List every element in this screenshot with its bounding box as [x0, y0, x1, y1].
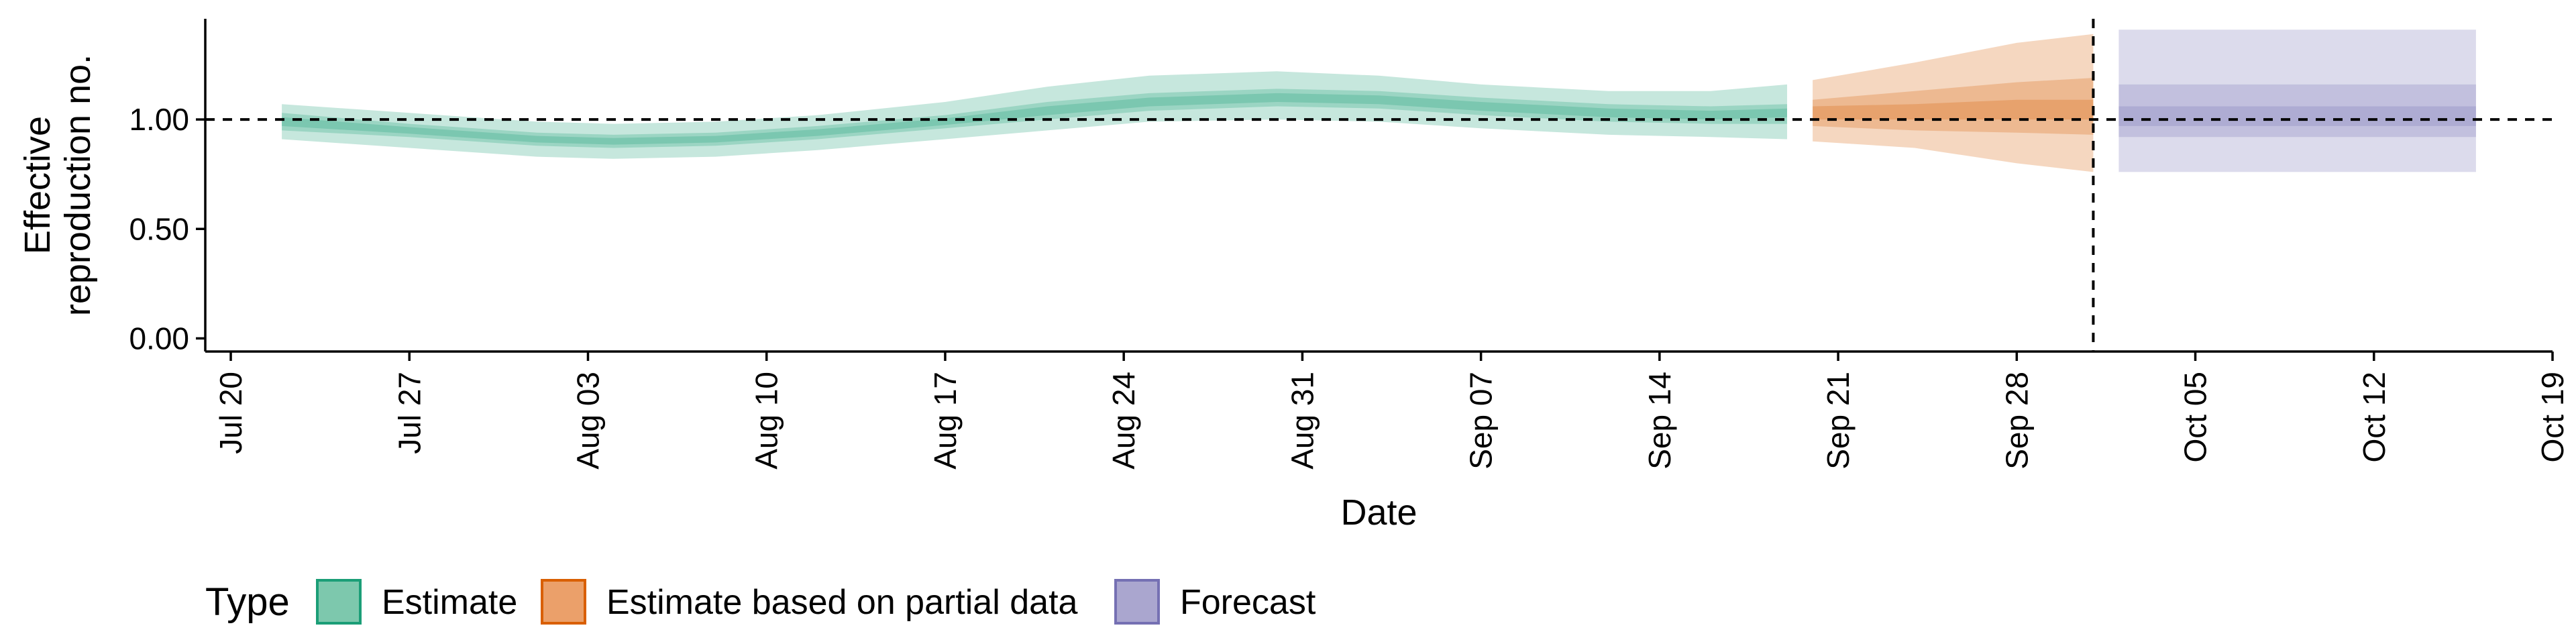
- series-2: [2118, 30, 2476, 172]
- ribbons-layer: [282, 30, 2476, 172]
- x-tick-label: Jul 20: [213, 372, 248, 454]
- x-tick-label: Aug 03: [570, 372, 605, 470]
- x-tick-label: Sep 28: [1999, 372, 2034, 470]
- reference-lines: [205, 19, 2553, 352]
- y-axis-title-line: Effective: [17, 116, 58, 254]
- legend-entry: Forecast: [1114, 579, 1316, 625]
- x-tick-label: Sep 14: [1642, 372, 1677, 470]
- legend-label: Forecast: [1180, 583, 1316, 622]
- series-0-band-90: [282, 71, 1787, 159]
- series-1-band-20: [1813, 99, 2094, 120]
- legend-key: [541, 579, 586, 625]
- x-tick-label: Oct 05: [2178, 372, 2213, 463]
- y-axis-title-line: reproduction no.: [58, 54, 98, 316]
- x-tick-label: Sep 07: [1464, 372, 1499, 470]
- x-tick-label: Jul 27: [392, 372, 427, 454]
- y-axis-title: Effectivereproduction no.: [17, 54, 98, 316]
- x-tick-label: Oct 12: [2357, 372, 2392, 463]
- x-tick-label: Aug 31: [1285, 372, 1320, 470]
- x-tick-label: Aug 10: [749, 372, 784, 470]
- x-tick-label: Aug 24: [1106, 372, 1141, 470]
- y-tick-label: 0.50: [129, 211, 189, 246]
- series-0-band-20: [282, 93, 1787, 145]
- series-2-band-50: [2118, 84, 2476, 138]
- legend-label: Estimate: [382, 583, 517, 622]
- axes-layer: 0.00 0.50 1.00 Jul 20 Jul 27 Aug 03 Aug 10 Aug …: [17, 19, 2570, 533]
- series-0: [282, 71, 1787, 159]
- x-tick-label: Aug 17: [928, 372, 963, 470]
- x-axis-title: Date: [1340, 492, 1417, 533]
- series-2-band-90: [2118, 30, 2476, 172]
- legend: Type Estimate Estimate based on partial da…: [205, 579, 1316, 625]
- legend-label: Estimate based on partial data: [606, 583, 1078, 622]
- legend-key: [316, 579, 362, 625]
- legend-title: Type: [205, 580, 290, 624]
- x-tick-label: Oct 19: [2535, 372, 2570, 463]
- y-tick-label: 1.00: [129, 102, 189, 137]
- y-tick-label: 0.00: [129, 321, 189, 356]
- series-1-band-90: [1813, 34, 2094, 172]
- series-0-band-50: [282, 89, 1787, 148]
- x-tick-label: Sep 21: [1821, 372, 1856, 470]
- legend-entry: Estimate: [316, 579, 517, 625]
- series-2-band-20: [2118, 106, 2476, 126]
- legend-key: [1114, 579, 1160, 625]
- legend-entry: Estimate based on partial data: [541, 579, 1078, 625]
